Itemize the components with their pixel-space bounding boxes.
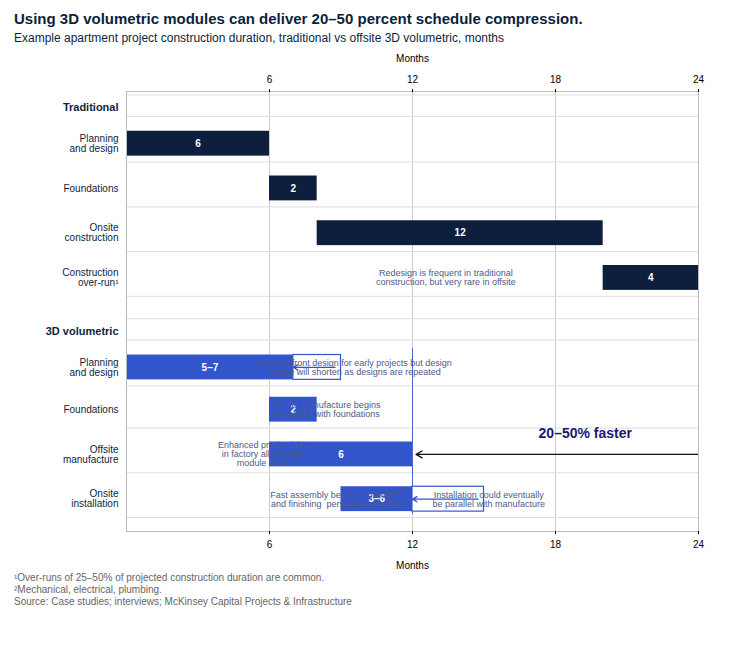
svg-text:Installation could eventuallyb: Installation could eventuallybe parallel… (432, 490, 545, 509)
svg-text:More upfront design for early: More upfront design for early projects b… (259, 358, 452, 377)
svg-text:Redesign is frequent in tradit: Redesign is frequent in traditionalconst… (376, 268, 516, 287)
svg-text:2: 2 (291, 183, 297, 194)
svg-text:Fast assembly because no MEP²a: Fast assembly because no MEP²and finishi… (270, 490, 402, 509)
svg-text:Offsitemanufacture: Offsitemanufacture (63, 444, 119, 465)
svg-text:Months: Months (396, 53, 429, 64)
svg-text:6: 6 (267, 74, 273, 85)
html-text:²Mechanical, electrical, plumb: ²Mechanical, electrical, plumbing. (14, 584, 162, 595)
html-text:Example apartment project cons: Example apartment project construction d… (14, 31, 504, 45)
svg-text:18: 18 (550, 539, 562, 550)
svg-text:24: 24 (693, 74, 705, 85)
svg-text:6: 6 (267, 539, 273, 550)
svg-text:6: 6 (195, 138, 201, 149)
svg-text:Offsite manufacture beginsin p: Offsite manufacture beginsin parallel wi… (273, 400, 381, 419)
svg-text:Foundations: Foundations (63, 404, 118, 415)
html-text:Source: Case studies; intervie: Source: Case studies; interviews; McKins… (14, 596, 352, 607)
svg-text:Traditional: Traditional (63, 101, 119, 113)
svg-text:3D volumetric: 3D volumetric (46, 325, 119, 337)
svg-text:12: 12 (407, 539, 419, 550)
svg-text:5–7: 5–7 (202, 362, 219, 373)
svg-text:4: 4 (648, 272, 654, 283)
svg-text:Constructionover-run¹: Constructionover-run¹ (62, 267, 119, 288)
html-text:¹Over-runs of 25–50% of projec: ¹Over-runs of 25–50% of projected constr… (14, 572, 325, 583)
svg-text:12: 12 (407, 74, 419, 85)
svg-text:12: 12 (455, 227, 467, 238)
svg-text:6: 6 (338, 449, 344, 460)
svg-text:18: 18 (550, 74, 562, 85)
svg-text:Onsiteinstallation: Onsiteinstallation (71, 488, 119, 509)
svg-text:Planningand design: Planningand design (70, 133, 119, 154)
html-text:Using 3D volumetric modules ca: Using 3D volumetric modules can deliver … (14, 10, 583, 27)
svg-text:20–50% faster: 20–50% faster (539, 425, 633, 441)
svg-text:Months: Months (396, 560, 429, 571)
svg-text:Planningand design: Planningand design (70, 357, 119, 378)
svg-text:Foundations: Foundations (63, 183, 118, 194)
svg-text:Enhanced productivityin factor: Enhanced productivityin factory allows f… (218, 440, 307, 468)
svg-text:24: 24 (693, 539, 705, 550)
svg-text:Onsiteconstruction: Onsiteconstruction (65, 222, 119, 243)
